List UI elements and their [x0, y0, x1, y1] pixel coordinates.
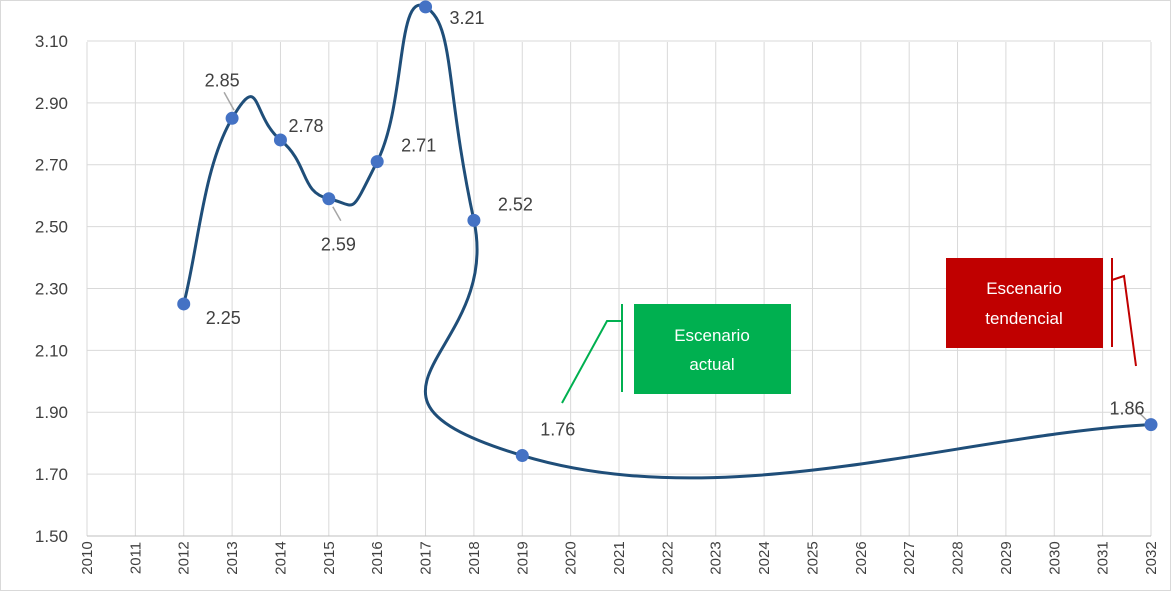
data-labels: 2.25 2.85 2.78 2.59 2.71 3.21 2.52 1.76 1.86	[205, 8, 1145, 440]
x-tick-label: 2013	[224, 541, 241, 574]
series-markers	[177, 0, 1158, 463]
x-tick-label: 2030	[1046, 541, 1063, 574]
y-tick-label: 1.70	[35, 465, 68, 484]
callout-actual-line-2: actual	[689, 355, 734, 374]
series-marker	[273, 133, 287, 147]
gridlines	[86, 40, 1152, 537]
x-tick-label: 2023	[708, 541, 725, 574]
x-tick-label: 2016	[369, 541, 386, 574]
y-tick-label: 2.10	[35, 341, 68, 360]
y-axis-ticks: 1.50 1.70 1.90 2.10 2.30 2.50 2.70 2.90 3.10	[35, 32, 68, 546]
y-tick-label: 1.90	[35, 403, 68, 422]
callout-actual-line-1: Escenario	[674, 326, 750, 345]
series-marker	[467, 213, 481, 227]
data-label: 2.78	[288, 116, 323, 136]
callout-tendencial-line-1: Escenario	[986, 279, 1062, 298]
x-tick-label: 2026	[853, 541, 870, 574]
x-tick-label: 2021	[611, 541, 628, 574]
data-label: 2.59	[321, 235, 356, 255]
series-marker	[515, 449, 529, 463]
x-tick-label: 2020	[563, 541, 580, 574]
x-tick-label: 2025	[804, 541, 821, 574]
label-leader	[1138, 412, 1148, 422]
callout-tendencial-box	[946, 258, 1103, 348]
callout-actual-leader	[561, 320, 622, 404]
y-tick-label: 2.50	[35, 218, 68, 237]
y-tick-label: 1.50	[35, 527, 68, 546]
series-marker	[370, 155, 384, 169]
x-tick-label: 2027	[901, 541, 918, 574]
x-tick-label: 2024	[756, 541, 773, 574]
x-tick-label: 2019	[514, 541, 531, 574]
label-leader-lines	[223, 91, 1148, 422]
x-tick-label: 2010	[79, 541, 96, 574]
x-axis-ticks: 2010 2011 2012 2013 2014 2015 2016 2017 2018 2019…	[79, 541, 1160, 574]
series-marker	[419, 0, 433, 14]
y-tick-label: 3.10	[35, 32, 68, 51]
x-tick-label: 2032	[1143, 541, 1160, 574]
series-marker	[1144, 418, 1158, 432]
x-tick-label: 2014	[272, 541, 289, 574]
x-tick-label: 2022	[659, 541, 676, 574]
callout-actual-box	[634, 304, 791, 394]
x-tick-label: 2011	[127, 542, 144, 574]
y-tick-label: 2.90	[35, 94, 68, 113]
series-marker	[322, 192, 336, 206]
x-tick-label: 2029	[998, 541, 1015, 574]
series-marker	[225, 111, 239, 125]
data-label: 1.86	[1109, 399, 1144, 419]
data-label: 2.25	[206, 308, 241, 328]
data-label: 2.71	[401, 136, 436, 156]
callout-tendencial-line-2: tendencial	[985, 309, 1063, 328]
x-tick-label: 2031	[1095, 541, 1112, 574]
data-label: 3.21	[450, 8, 485, 28]
data-label: 2.85	[205, 70, 240, 90]
y-tick-label: 2.30	[35, 279, 68, 298]
label-leader	[223, 91, 235, 111]
x-tick-label: 2028	[950, 541, 967, 574]
label-leader	[332, 206, 342, 222]
x-tick-label: 2015	[321, 541, 338, 574]
x-tick-label: 2018	[466, 541, 483, 574]
callout-tendencial-leader	[1111, 274, 1137, 367]
data-label: 1.76	[540, 420, 575, 440]
x-tick-label: 2017	[418, 541, 435, 574]
series-marker	[177, 297, 191, 311]
x-tick-label: 2012	[176, 541, 193, 574]
callout-escenario-tendencial: Escenario tendencial	[946, 258, 1137, 367]
data-label: 2.52	[498, 194, 533, 214]
callout-escenario-actual: Escenario actual	[561, 304, 791, 404]
y-tick-label: 2.70	[35, 156, 68, 175]
